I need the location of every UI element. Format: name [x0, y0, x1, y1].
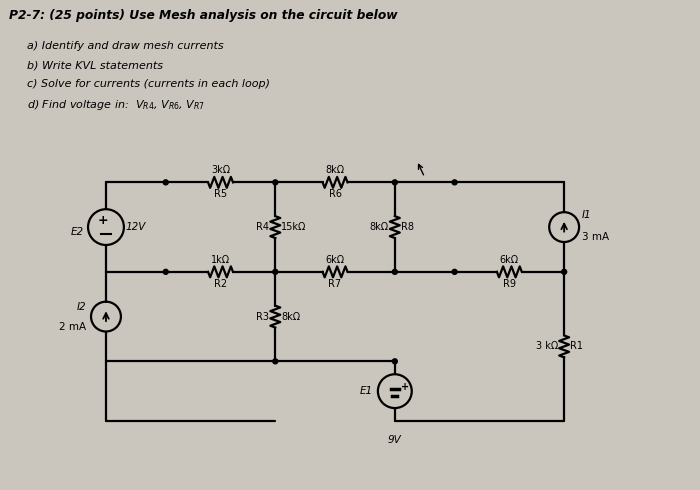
Circle shape	[392, 180, 398, 185]
Text: 6kΩ: 6kΩ	[326, 255, 344, 265]
Circle shape	[273, 180, 278, 185]
Text: 8kΩ: 8kΩ	[281, 312, 300, 321]
Text: R6: R6	[328, 189, 342, 199]
Text: E1: E1	[360, 386, 373, 396]
Circle shape	[163, 270, 168, 274]
Text: a) Identify and draw mesh currents: a) Identify and draw mesh currents	[27, 41, 224, 51]
Text: R2: R2	[214, 279, 227, 289]
Text: 3 kΩ: 3 kΩ	[536, 342, 558, 351]
Text: 8kΩ: 8kΩ	[326, 166, 344, 175]
Text: R4: R4	[256, 222, 270, 232]
Text: 2 mA: 2 mA	[59, 321, 86, 332]
Text: R5: R5	[214, 189, 227, 199]
Text: 3kΩ: 3kΩ	[211, 166, 230, 175]
Text: P2-7: (25 points) Use Mesh analysis on the circuit below: P2-7: (25 points) Use Mesh analysis on t…	[9, 9, 398, 23]
Text: 12V: 12V	[126, 222, 146, 232]
Circle shape	[273, 270, 278, 274]
Circle shape	[452, 180, 457, 185]
Text: 8kΩ: 8kΩ	[370, 222, 389, 232]
Text: 9V: 9V	[388, 435, 402, 445]
Text: R3: R3	[256, 312, 270, 321]
Text: d) Find voltage in:  $V_{R4}$, $V_{R6}$, $V_{R7}$: d) Find voltage in: $V_{R4}$, $V_{R6}$, …	[27, 98, 205, 112]
Circle shape	[452, 270, 457, 274]
Text: 1kΩ: 1kΩ	[211, 255, 230, 265]
Text: R7: R7	[328, 279, 342, 289]
Text: I2: I2	[76, 302, 86, 312]
Text: I1: I1	[582, 210, 592, 220]
Circle shape	[392, 270, 398, 274]
Text: 15kΩ: 15kΩ	[281, 222, 307, 232]
Circle shape	[273, 359, 278, 364]
Text: E2: E2	[71, 227, 84, 237]
Text: +: +	[98, 214, 108, 227]
Circle shape	[392, 359, 398, 364]
Text: R1: R1	[570, 342, 583, 351]
Text: R8: R8	[401, 222, 414, 232]
Text: 6kΩ: 6kΩ	[500, 255, 519, 265]
Circle shape	[163, 180, 168, 185]
Text: R9: R9	[503, 279, 516, 289]
Circle shape	[561, 270, 566, 274]
Text: 3 mA: 3 mA	[582, 232, 609, 242]
Text: +: +	[401, 382, 409, 392]
Text: c) Solve for currents (currents in each loop): c) Solve for currents (currents in each …	[27, 79, 270, 89]
Text: b) Write KVL statements: b) Write KVL statements	[27, 60, 163, 70]
